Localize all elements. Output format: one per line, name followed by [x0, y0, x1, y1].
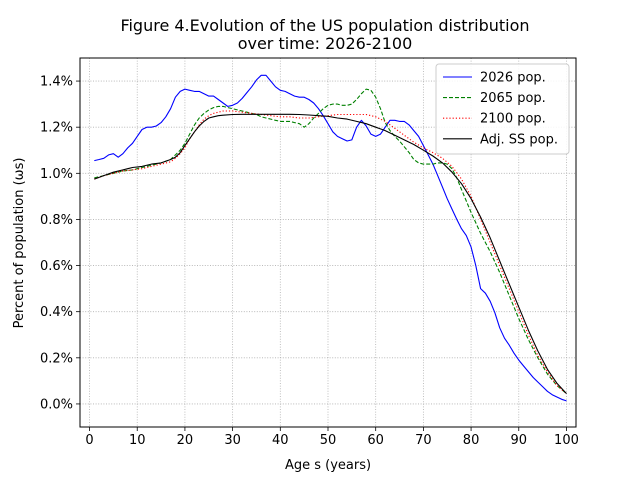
series-line-2065: [94, 88, 567, 395]
y-tick-label: 0.2%: [40, 351, 73, 366]
x-axis-ticks: 0 10 20 30 40 50 60 70 80 90 100: [85, 427, 579, 448]
x-tick-label: 90: [510, 433, 527, 448]
y-tick-label: 1.2%: [40, 121, 73, 136]
y-axis-label: Percent of population (ωs): [12, 158, 27, 329]
x-tick-label: 70: [415, 433, 432, 448]
legend-label-2026: 2026 pop.: [480, 71, 546, 86]
chart-title-line-2: over time: 2026-2100: [238, 34, 413, 53]
x-tick-label: 60: [367, 433, 384, 448]
x-tick-label: 0: [85, 433, 93, 448]
x-tick-label: 40: [272, 433, 289, 448]
chart-title-line-1: Figure 4.Evolution of the US population …: [120, 16, 529, 35]
x-tick-label: 20: [177, 433, 194, 448]
y-tick-label: 0.0%: [40, 397, 73, 412]
series-lines: [94, 74, 567, 402]
y-tick-label: 0.4%: [40, 305, 73, 320]
grid-lines: [80, 58, 576, 427]
x-axis-label: Age s (years): [285, 458, 371, 473]
series-line-adj-ss: [94, 113, 567, 394]
x-tick-label: 50: [320, 433, 337, 448]
x-tick-label: 100: [554, 433, 579, 448]
y-tick-label: 0.6%: [40, 259, 73, 274]
x-tick-label: 80: [463, 433, 480, 448]
y-tick-label: 1.4%: [40, 75, 73, 90]
legend: 2026 pop. 2065 pop. 2100 pop. Adj. SS pop.: [435, 63, 570, 155]
y-tick-label: 1.0%: [40, 167, 73, 182]
legend-label-adj-ss: Adj. SS pop.: [480, 132, 558, 147]
x-tick-label: 30: [224, 433, 241, 448]
y-tick-label: 0.8%: [40, 213, 73, 228]
series-line-2026: [94, 74, 567, 402]
legend-label-2100: 2100 pop.: [480, 112, 546, 127]
y-axis-ticks: 0.0% 0.2% 0.4% 0.6% 0.8% 1.0% 1.2% 1.4%: [40, 75, 80, 412]
legend-box: [435, 63, 570, 155]
x-tick-label: 10: [129, 433, 146, 448]
legend-label-2065: 2065 pop.: [480, 91, 546, 106]
